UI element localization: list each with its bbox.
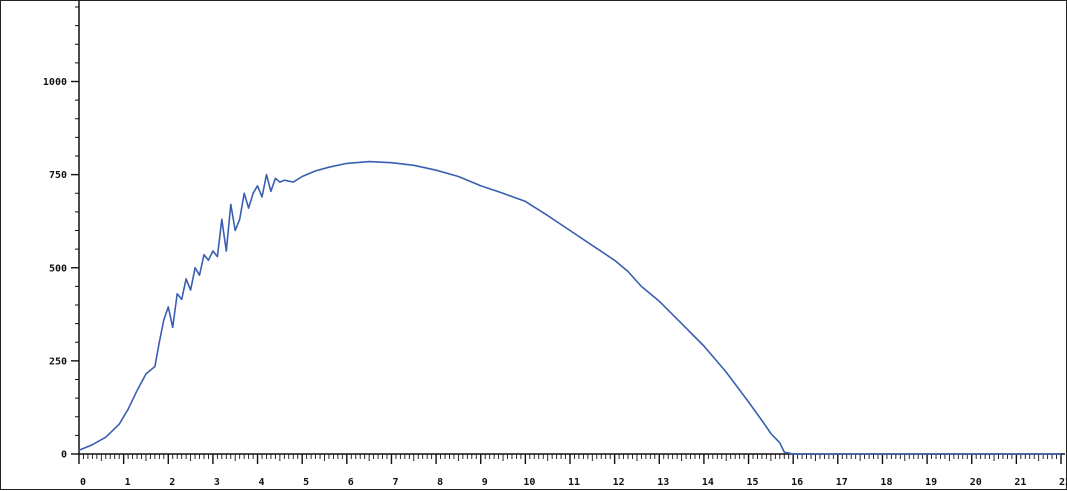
x-tick-label: 12 [613,477,625,488]
y-tick-label: 1000 [43,77,67,88]
x-tick-label: 7 [392,477,398,488]
x-tick-label: 8 [437,477,443,488]
x-tick-label: 22 [1059,477,1067,488]
y-tick-label: 250 [49,356,67,367]
x-tick-label: 20 [970,477,982,488]
x-tick-label: 10 [523,477,535,488]
x-tick-label: 11 [568,477,580,488]
x-tick-label: 16 [791,477,803,488]
x-tick-label: 4 [259,477,265,488]
y-tick-label: 500 [49,263,67,274]
x-tick-label: 2 [169,477,175,488]
x-tick-label: 0 [80,477,86,488]
x-tick-label: 1 [125,477,131,488]
y-axis: 0 250 500 750 1000 [43,1,80,461]
x-tick-label: 13 [657,477,669,488]
y-tick-label: 0 [61,450,67,461]
x-tick-label: 5 [303,477,309,488]
y-tick-label: 750 [49,170,67,181]
x-tick-label: 17 [836,477,848,488]
x-tick-label: 18 [880,477,892,488]
x-tick-label: 9 [482,477,488,488]
x-tick-label: 14 [702,477,714,488]
x-tick-label: 21 [1014,477,1026,488]
x-tick-label: 19 [925,477,937,488]
x-tick-label: 3 [214,477,220,488]
x-tick-label: 6 [348,477,354,488]
x-tick-label: 15 [747,477,759,488]
data-series-line [78,160,1061,455]
